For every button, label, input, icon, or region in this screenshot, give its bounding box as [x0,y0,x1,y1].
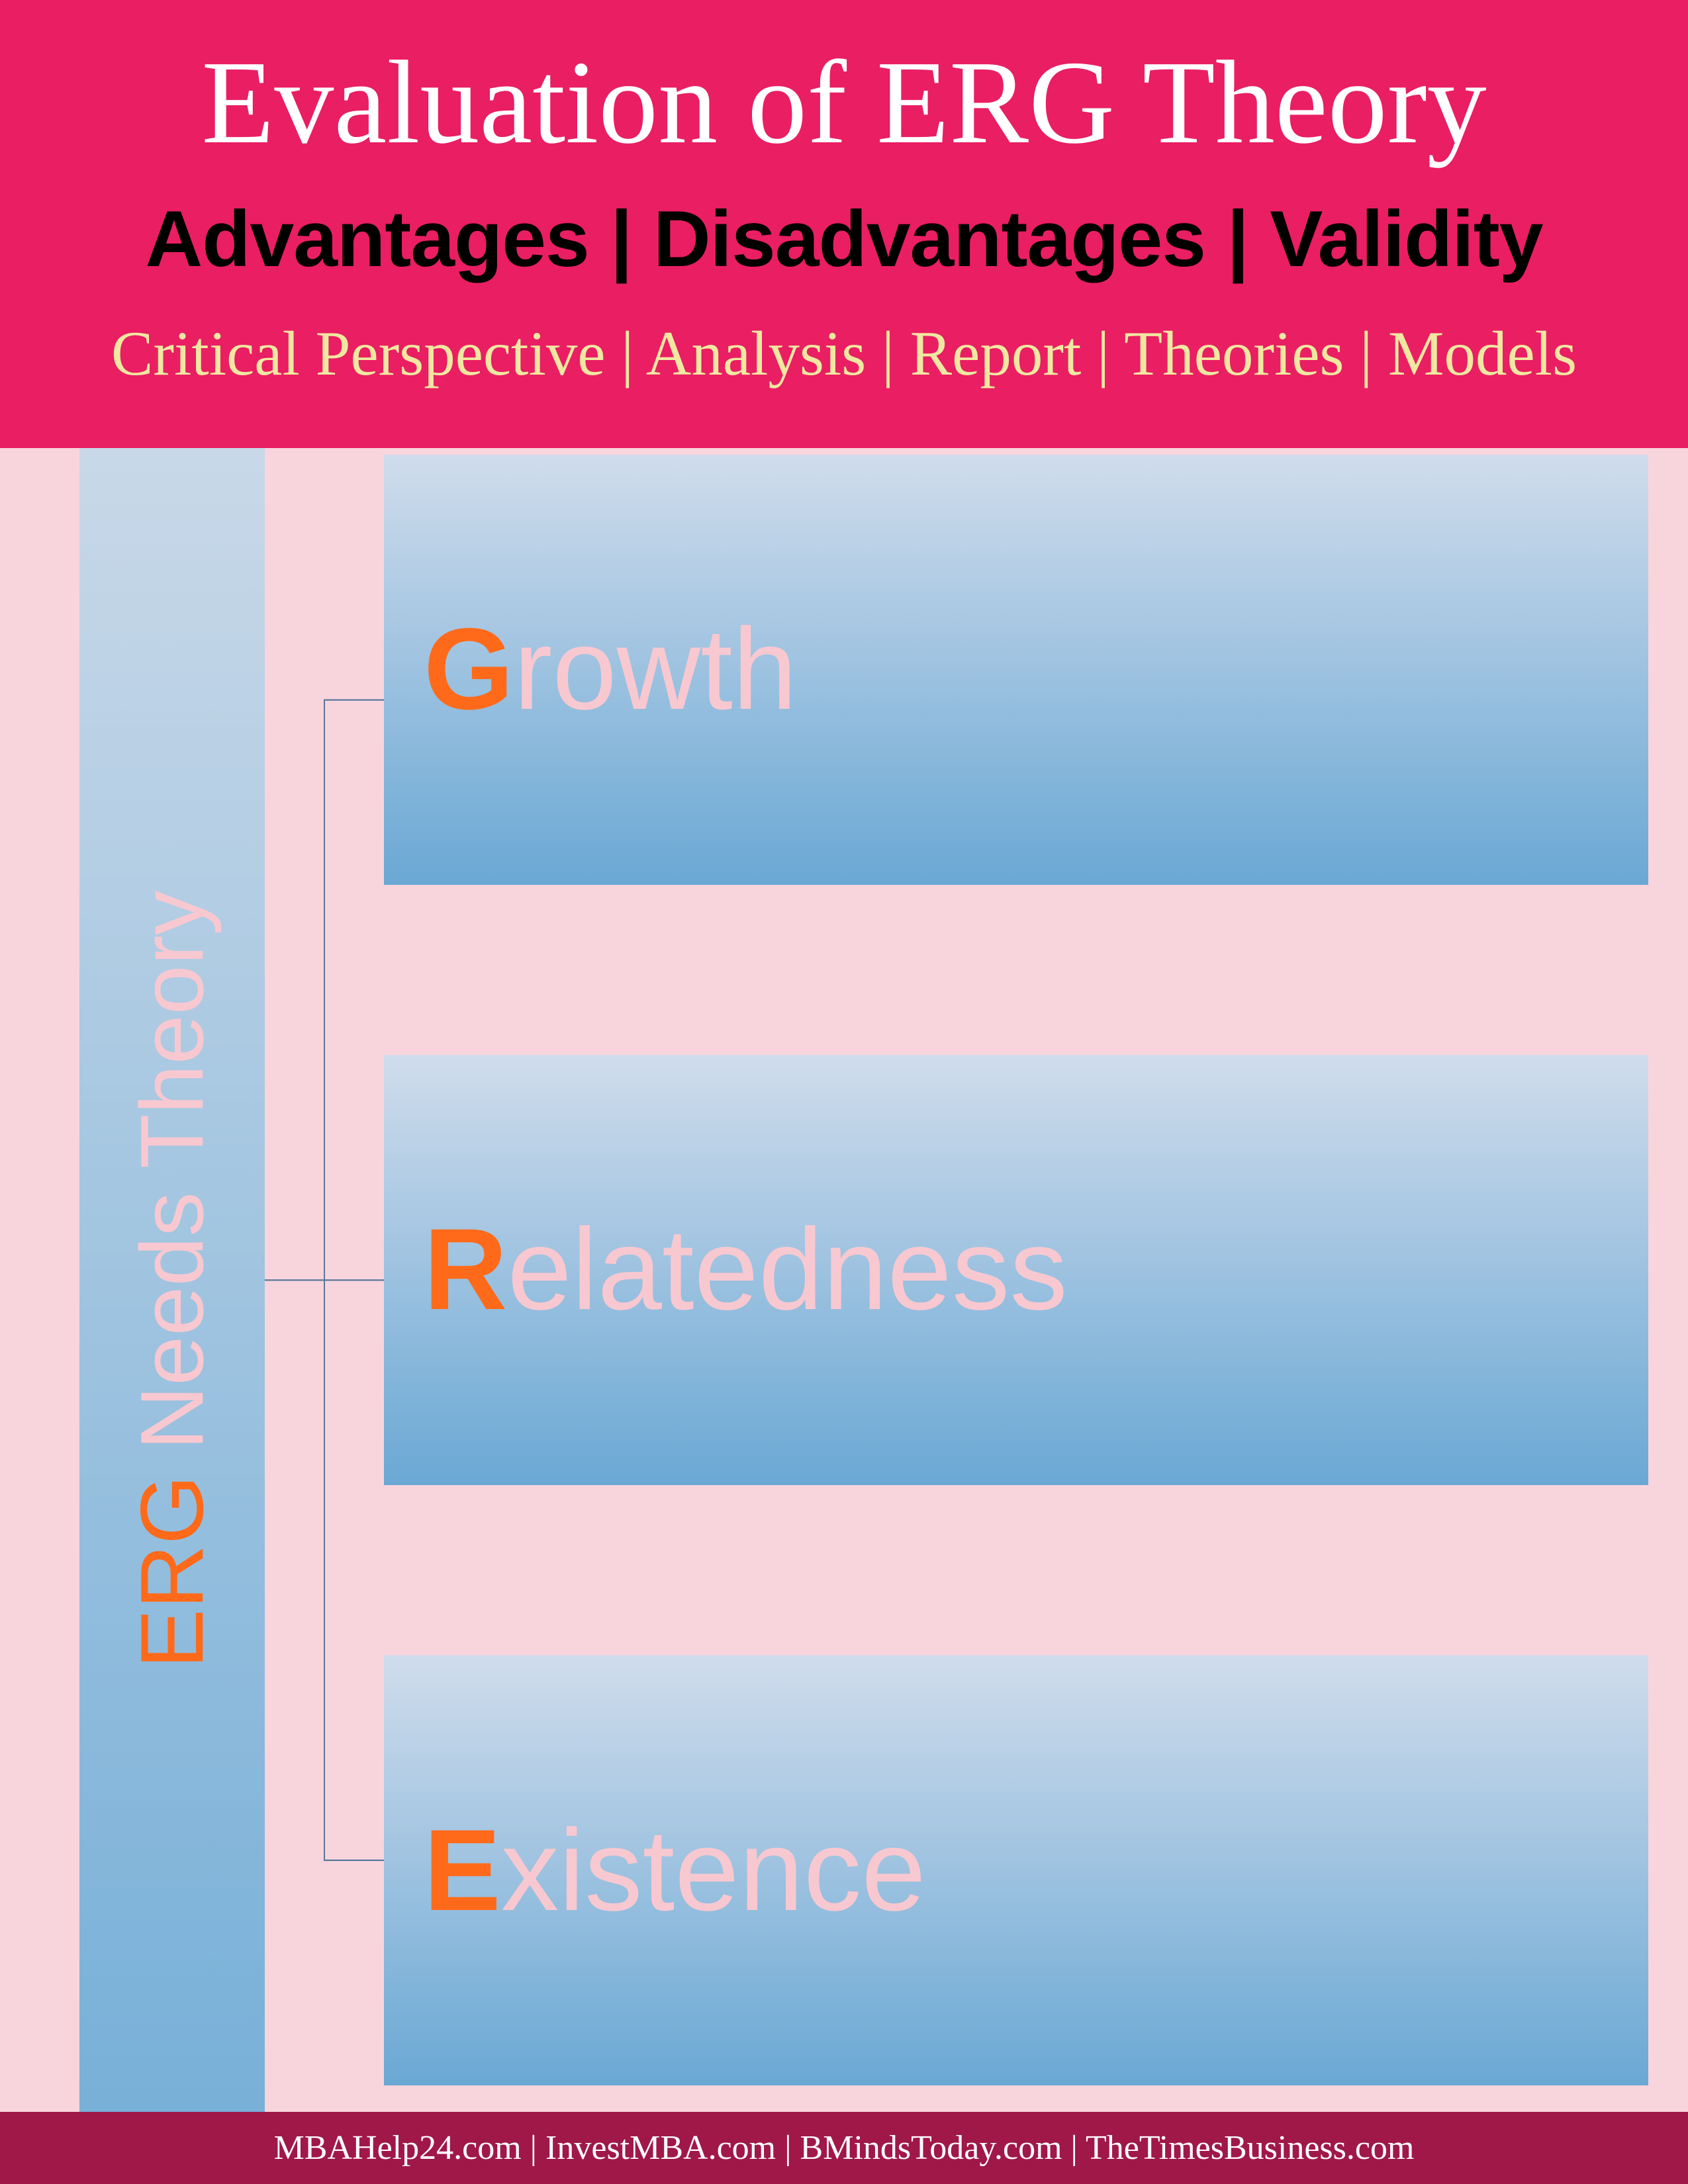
page: Evaluation of ERG Theory Advantages | Di… [0,0,1688,2184]
vertical-column: ERG Needs Theory [79,448,265,2113]
connector-lines [265,448,384,2113]
box-first-letter: R [424,1205,507,1334]
box-rest: rowth [514,605,797,734]
subtitle: Advantages | Disadvantages | Validity [40,191,1648,287]
diagram-body: ERG Needs Theory Growth Relatedness [0,448,1688,2113]
box-label-relatedness: Relatedness [424,1212,1068,1328]
box-first-letter: E [424,1806,501,1935]
tags-line: Critical Perspective | Analysis | Report… [40,313,1648,395]
box-existence: Existence [384,1655,1648,2085]
footer-text: MBAHelp24.com | InvestMBA.com | BMindsTo… [274,2129,1415,2167]
box-growth: Growth [384,455,1648,885]
main-title: Evaluation of ERG Theory [40,40,1648,165]
vertical-label-rest: Needs Theory [122,891,222,1475]
vertical-label-accent: ERG [122,1475,222,1669]
boxes-column: Growth Relatedness Existence [265,448,1648,2113]
box-label-existence: Existence [424,1813,926,1929]
footer: MBAHelp24.com | InvestMBA.com | BMindsTo… [0,2112,1688,2184]
box-label-growth: Growth [424,612,797,727]
box-relatedness: Relatedness [384,1055,1648,1485]
connector-bottom [324,1280,384,1860]
header: Evaluation of ERG Theory Advantages | Di… [0,0,1688,448]
box-first-letter: G [424,605,514,734]
vertical-label: ERG Needs Theory [121,891,224,1669]
box-rest: xistence [501,1806,926,1935]
connector-top [265,700,384,1280]
box-rest: elatedness [507,1205,1067,1334]
